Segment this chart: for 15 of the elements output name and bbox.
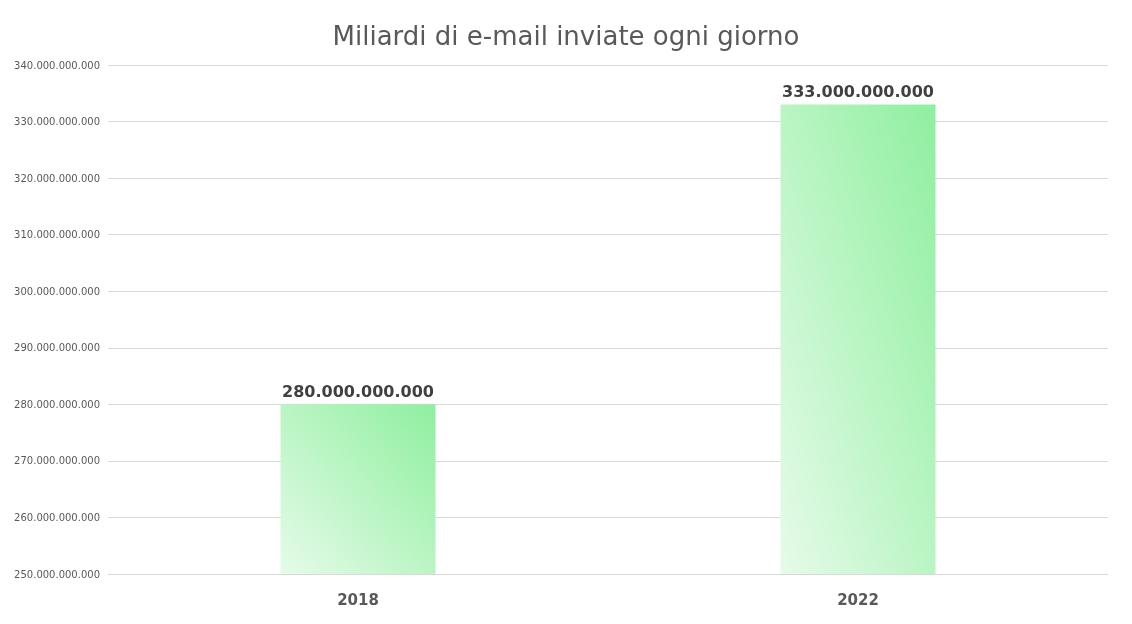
- y-tick-label: 300.000.000.000: [14, 285, 100, 297]
- y-tick-label: 330.000.000.000: [14, 116, 100, 128]
- y-tick-label: 320.000.000.000: [14, 172, 100, 184]
- data-label: 280.000.000.000: [282, 381, 434, 401]
- chart-title: Miliardi di e-mail inviate ogni giorno: [332, 21, 800, 51]
- y-tick-label: 340.000.000.000: [14, 59, 100, 71]
- y-tick-label: 280.000.000.000: [14, 398, 100, 410]
- data-label: 333.000.000.000: [782, 82, 934, 102]
- y-tick-label: 270.000.000.000: [14, 455, 100, 467]
- y-tick-label: 260.000.000.000: [14, 511, 100, 523]
- y-tick-label: 250.000.000.000: [14, 568, 100, 580]
- y-tick-label: 290.000.000.000: [14, 342, 100, 354]
- x-tick-label: 2018: [337, 590, 379, 609]
- x-tick-label: 2022: [837, 590, 879, 609]
- y-tick-label: 310.000.000.000: [14, 229, 100, 241]
